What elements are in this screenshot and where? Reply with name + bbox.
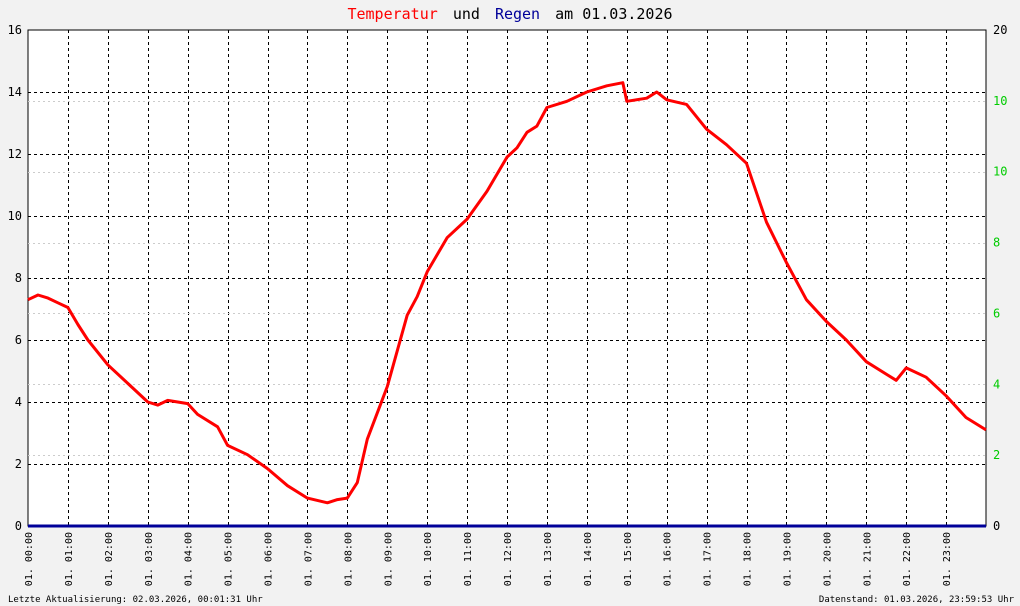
x-axis-tick-label: 01. 16:00 [663,532,674,586]
title-date: am 01.03.2026 [555,5,672,23]
right-axis-tick-label: 4 [993,377,1000,391]
left-axis-tick-label: 0 [15,519,22,533]
x-axis-tick-label: 01. 14:00 [583,532,594,586]
chart-title: Temperatur und Regen am 01.03.2026 [347,5,672,23]
x-axis-tick-label: 01. 23:00 [942,532,953,586]
right-axis-tick-label: 6 [993,306,1000,320]
x-axis-tick-label: 01. 03:00 [144,532,155,586]
footer-last-update: Letzte Aktualisierung: 02.03.2026, 00:01… [8,595,263,605]
title-regen: Regen [495,5,540,23]
title-und: und [453,5,480,23]
grid-lines [28,30,986,526]
left-axis-tick-label: 4 [15,395,22,409]
left-axis-tick-label: 12 [8,147,22,161]
left-axis-tick-label: 16 [8,23,22,37]
right-axis-tick-label: 20 [993,23,1007,37]
footer-data-status: Datenstand: 01.03.2026, 23:59:53 Uhr [819,595,1015,605]
x-axis-tick-label: 01. 21:00 [862,532,873,586]
x-axis-tick-label: 01. 04:00 [184,532,195,586]
x-axis-tick-label: 01. 08:00 [343,532,354,586]
x-axis-tick-label: 01. 00:00 [24,532,35,586]
x-axis-tick-label: 01. 20:00 [822,532,833,586]
x-axis-tick-label: 01. 19:00 [782,532,793,586]
right-axis-tick-label: 10 [993,165,1007,179]
x-axis-tick-label: 01. 05:00 [224,532,235,586]
left-axis-tick-label: 14 [8,85,22,99]
left-axis-tick-label: 2 [15,457,22,471]
x-axis-tick-label: 01. 15:00 [623,532,634,586]
x-axis-ticks: 01. 00:00 01. 01:00 01. 02:00 01. 03:00 01. … [24,532,953,586]
left-axis-tick-label: 8 [15,271,22,285]
x-axis-tick-label: 01. 12:00 [503,532,514,586]
x-axis-tick-label: 01. 10:00 [423,532,434,586]
right-axis-tick-label: 0 [993,519,1000,533]
x-axis-tick-label: 01. 18:00 [743,532,754,586]
left-axis-tick-label: 10 [8,209,22,223]
series-temperatur-line [27,81,987,505]
x-axis-tick-label: 01. 09:00 [383,532,394,586]
left-axis-tick-label: 6 [15,333,22,347]
title-temperatur: Temperatur [347,5,437,23]
x-axis-tick-label: 01. 01:00 [64,532,75,586]
x-axis-tick-label: 01. 11:00 [463,532,474,586]
right-axis-ticks: 0 2 4 6 8 10 10 20 [993,23,1007,533]
right-axis-tick-label: 2 [993,448,1000,462]
x-axis-tick-label: 01. 07:00 [303,532,314,586]
x-axis-tick-label: 01. 17:00 [703,532,714,586]
x-axis-tick-label: 01. 13:00 [543,532,554,586]
x-axis-tick-label: 01. 22:00 [902,532,913,586]
right-axis-tick-label: 8 [993,236,1000,250]
left-axis-ticks: 0 2 4 6 8 10 12 14 16 [8,23,22,533]
x-axis-tick-label: 01. 06:00 [264,532,275,586]
right-axis-tick-label: 10 [993,94,1007,108]
x-axis-tick-label: 01. 02:00 [104,532,115,586]
